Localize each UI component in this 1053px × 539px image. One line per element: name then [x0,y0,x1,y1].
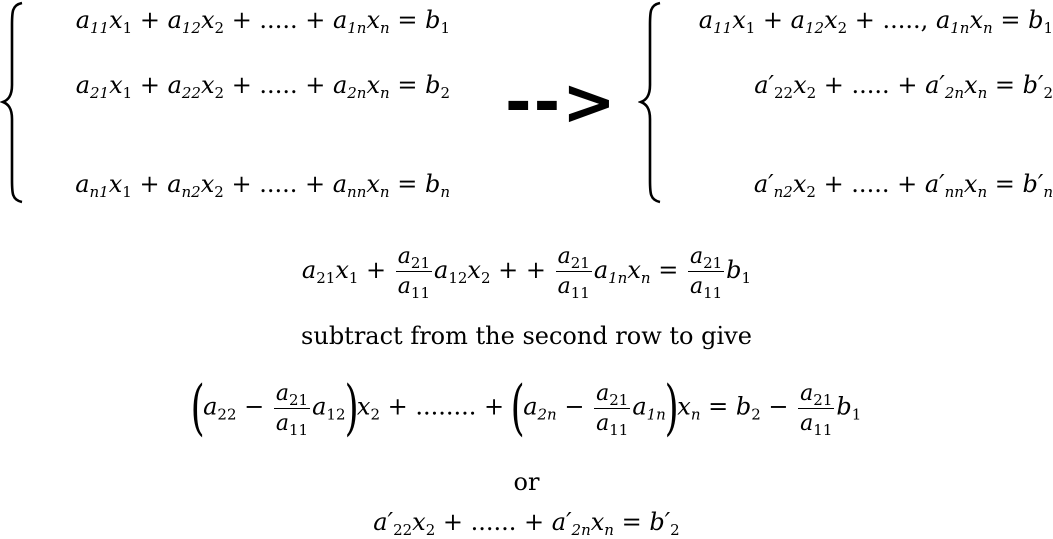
scaled-row-equation: a21x1 + a21 a11 a12x2 + + a21 a11 a1nxn = a2… [301,244,752,302]
fraction-a21-a11: a21 a11 [555,244,592,302]
right-system-brace [638,1,661,204]
fraction-a21-a11: a21 a11 [687,244,725,302]
final-equation: a′22x2 + ...... + a′2nxn = b′2 [373,508,680,539]
fraction-a21-a11: a21 a11 [594,380,631,439]
transform-arrow: --> [505,66,618,140]
left-row-3: an1x1 + an2x2 + ..... + annxn = bn [75,170,450,201]
left-system-brace [0,1,23,204]
left-row-2: a21x1 + a22x2 + ..... + a2nxn = b2 [75,71,450,102]
or-text: or [513,468,540,496]
right-row-1: a11x1 + a12x2 + ....., a1nxn = b1 [698,6,1053,37]
right-row-3: a′n2x2 + ..... + a′nnxn = b′n [753,170,1053,201]
right-row-2: a′22x2 + ..... + a′2nxn = b′2 [754,71,1053,102]
subtracted-equation: (a22 − a21 a11 a12)x2 + ........ + (a2n − … [190,373,862,443]
left-row-1: a11x1 + a12x2 + ..... + a1nxn = b1 [75,6,450,37]
fraction-a21-a11: a21 a11 [395,244,432,302]
subtract-instruction: subtract from the second row to give [301,322,752,350]
fraction-a21-a11: a21 a11 [273,380,311,439]
fraction-a21-a11: a21 a11 [798,380,835,439]
